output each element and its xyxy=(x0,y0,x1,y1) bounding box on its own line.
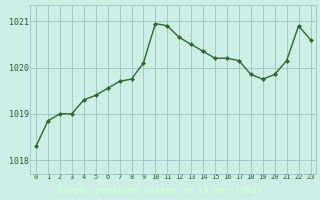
Text: Graphe pression niveau de la mer (hPa): Graphe pression niveau de la mer (hPa) xyxy=(58,186,262,195)
